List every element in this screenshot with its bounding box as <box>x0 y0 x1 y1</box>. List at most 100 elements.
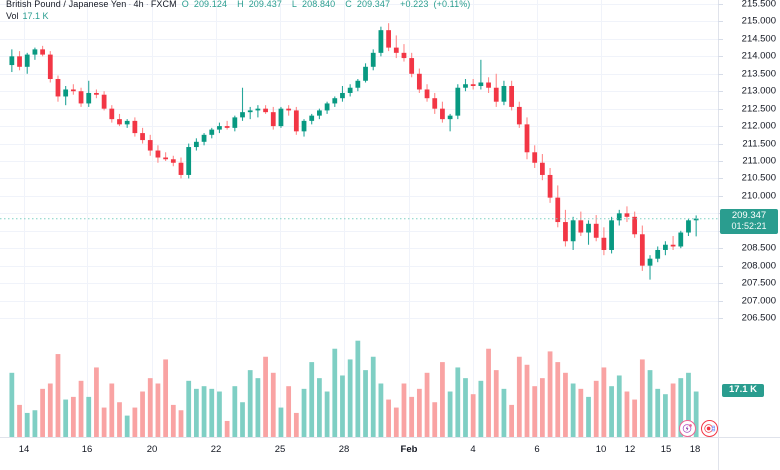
volume-bar <box>178 410 184 437</box>
volume-bar <box>516 356 522 437</box>
volume-bar <box>240 402 245 437</box>
price-axis-tick: 206.500 <box>741 312 776 324</box>
candle-body <box>586 223 591 233</box>
volume-legend-row[interactable]: Vol 17.1 K <box>6 11 475 22</box>
gridline-vertical <box>87 0 88 437</box>
time-axis-tick: 12 <box>624 444 636 455</box>
volume-bar <box>509 404 515 437</box>
volume-bar <box>217 391 222 437</box>
price-axis-tick: 212.500 <box>741 103 776 115</box>
gridline-horizontal <box>0 39 718 40</box>
volume-bar <box>232 386 238 437</box>
candle-body <box>593 223 599 238</box>
volume-bar <box>393 407 399 437</box>
volume-bar <box>40 388 45 437</box>
candle-body <box>147 140 153 151</box>
legend-separator-2: · <box>145 0 149 9</box>
candle-body <box>570 220 576 242</box>
volume-bar <box>70 396 76 437</box>
volume-bar <box>386 399 391 437</box>
volume-bar <box>170 404 176 437</box>
time-axis-tick: 15 <box>660 444 672 455</box>
replay-record-icon[interactable] <box>701 420 718 437</box>
candle-body <box>301 120 307 132</box>
volume-bar <box>55 354 61 437</box>
candle-body <box>609 220 614 250</box>
symbol-legend-row[interactable]: British Pound / Japanese Yen · 4h · FXCM O 209… <box>6 0 475 10</box>
scale-corner <box>718 437 780 470</box>
volume-bar <box>101 407 107 437</box>
volume-bar <box>278 407 284 437</box>
volume-bar <box>94 367 99 437</box>
gridline-horizontal <box>0 161 718 162</box>
volume-bar <box>693 391 699 437</box>
candle-body <box>647 258 653 266</box>
volume-bar <box>186 380 192 437</box>
volume-bar <box>401 383 407 437</box>
candlestick-series <box>0 23 718 437</box>
candle-body <box>447 115 453 120</box>
gridline-horizontal <box>0 248 718 249</box>
volume-bar <box>409 396 415 437</box>
volume-bar <box>586 396 591 437</box>
candle-body <box>409 58 415 74</box>
price-axis-tickmark <box>718 283 723 284</box>
volume-bar <box>163 359 169 437</box>
current-price-badge[interactable]: 209.347 01:52:21 <box>720 208 778 234</box>
candle-body <box>686 220 691 233</box>
volume-bar <box>132 407 138 437</box>
candle-body <box>386 30 391 48</box>
price-axis-tickmark <box>718 196 723 197</box>
volume-bar <box>555 362 561 437</box>
gridline-horizontal <box>0 318 718 319</box>
candle-body <box>286 108 292 111</box>
ohlc-change-pct: (+0.11%) <box>433 0 471 9</box>
candle-wick <box>695 215 697 237</box>
volume-bar <box>109 383 115 437</box>
volume-bar <box>193 388 199 437</box>
volume-bar <box>501 388 507 437</box>
price-axis-tick: 211.000 <box>742 155 776 167</box>
volume-bar <box>263 356 268 437</box>
volume-bar <box>416 388 422 437</box>
interval-label[interactable]: 4h <box>133 0 144 9</box>
candle-body <box>516 106 522 125</box>
candle-wick <box>403 44 405 62</box>
candle-wick <box>72 84 74 95</box>
flash-glyph <box>682 424 692 433</box>
current-price-value: 209.347 <box>731 209 767 221</box>
chart-plot-area[interactable] <box>0 0 718 437</box>
volume-bar <box>63 399 69 437</box>
candle-body <box>655 249 661 259</box>
candle-body <box>224 126 230 128</box>
alert-flash-icon[interactable] <box>679 420 696 437</box>
candle-wick <box>241 87 244 121</box>
price-axis-tick: 210.000 <box>741 190 776 202</box>
candle-body <box>124 120 130 125</box>
time-scale[interactable]: 14 16 20 22 25 28 Feb 4 6 10 12 15 18 <box>0 437 718 470</box>
volume-bar <box>270 372 276 437</box>
chart-legend: British Pound / Japanese Yen · 4h · FXCM O 209… <box>6 0 475 22</box>
price-axis-tickmark <box>718 56 723 57</box>
candle-body <box>509 85 515 107</box>
time-scale-divider <box>0 437 718 438</box>
price-axis-tick: 215.000 <box>741 15 776 27</box>
candle-body <box>370 52 376 67</box>
candle-body <box>117 119 122 125</box>
volume-bar <box>547 351 553 437</box>
volume-value-badge[interactable]: 17.1 K <box>722 384 764 398</box>
volume-bar <box>324 391 330 437</box>
gridline-horizontal <box>0 196 718 197</box>
candle-body <box>532 152 538 163</box>
candle-body <box>94 92 99 95</box>
candle-body <box>24 54 30 67</box>
price-scale-divider <box>718 0 719 437</box>
candle-body <box>547 174 553 198</box>
candle-body <box>140 133 145 141</box>
price-axis-tick: 207.000 <box>741 295 776 307</box>
volume-bar <box>370 356 376 437</box>
candle-body <box>401 52 407 59</box>
candle-wick <box>649 255 651 280</box>
volume-bar <box>317 378 322 437</box>
candle-body <box>255 108 261 111</box>
